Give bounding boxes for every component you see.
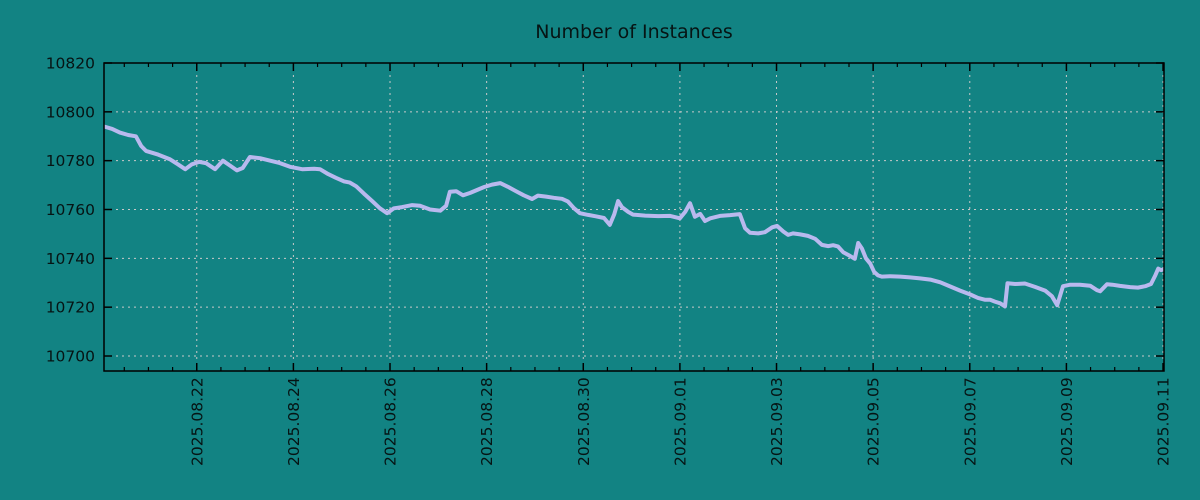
- x-tick-label: 2025.08.30: [575, 377, 593, 466]
- x-tick-label: 2025.09.03: [768, 377, 786, 466]
- y-tick-label: 10780: [46, 152, 95, 170]
- x-tick-label: 2025.09.05: [865, 377, 883, 466]
- y-tick-label: 10800: [46, 103, 95, 121]
- y-tick-label: 10760: [46, 201, 95, 219]
- series-line-instances: [103, 124, 1165, 309]
- x-tick-label: 2025.09.11: [1155, 377, 1173, 466]
- x-tick-label: 2025.08.26: [382, 377, 400, 466]
- x-tick-label: 2025.09.07: [961, 377, 979, 466]
- x-tick-label: 2025.08.28: [478, 377, 496, 466]
- x-tick-label: 2025.09.09: [1058, 377, 1076, 466]
- x-tick-label: 2025.08.22: [188, 377, 206, 466]
- chart-title: Number of Instances: [535, 21, 732, 43]
- x-tick-label: 2025.09.01: [671, 377, 689, 466]
- y-tick-label: 10740: [46, 250, 95, 268]
- y-tick-label: 10820: [46, 55, 95, 73]
- plot-frame: [103, 62, 1165, 372]
- gridlines: [104, 63, 1164, 371]
- data-series-layer: [103, 124, 1165, 309]
- y-tick-label: 10700: [46, 348, 95, 366]
- axis-ticks-layer: 10700 10720 10740 10760 10780 10800 10820 2025.…: [46, 55, 1173, 467]
- y-tick-label: 10720: [46, 299, 95, 317]
- x-tick-label: 2025.08.24: [285, 377, 303, 466]
